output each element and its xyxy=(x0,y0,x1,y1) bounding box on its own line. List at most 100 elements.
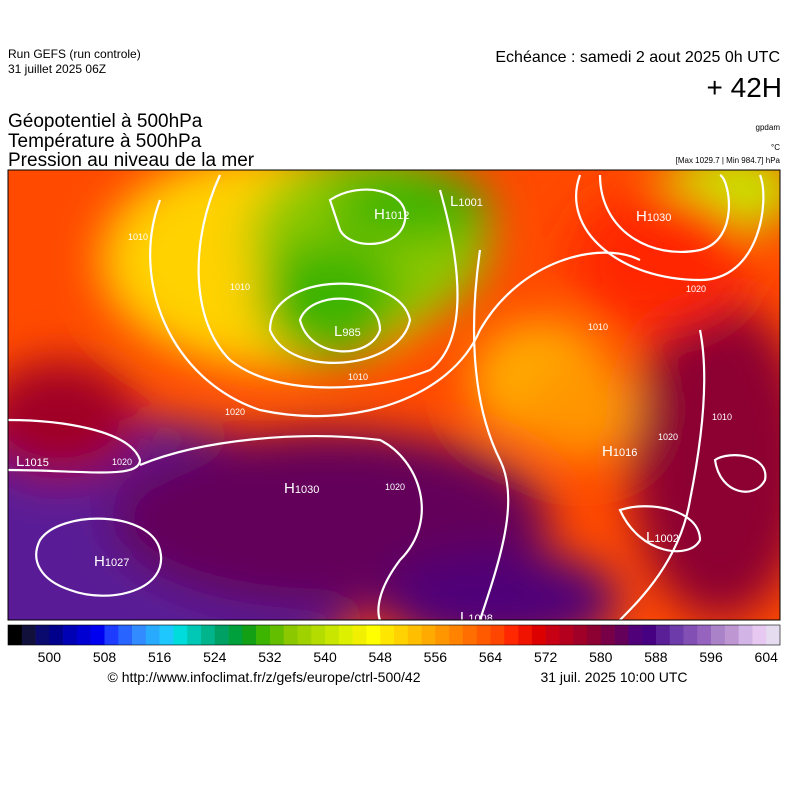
colorbar-swatch xyxy=(559,625,574,645)
isobar-label: 1010 xyxy=(230,282,250,292)
colorbar-swatch xyxy=(407,625,422,645)
colorbar-tick-label: 588 xyxy=(644,649,668,665)
isobar-label: 1020 xyxy=(225,407,245,417)
pressure-center: L1008 xyxy=(460,609,493,626)
colorbar-swatch xyxy=(766,625,781,645)
isobar-label: 1010 xyxy=(128,232,148,242)
colorbar-swatch xyxy=(683,625,698,645)
colorbar-swatch xyxy=(573,625,588,645)
colorbar-swatch xyxy=(297,625,312,645)
pressure-center: H1030 xyxy=(284,480,319,497)
colorbar-frame xyxy=(7,624,781,646)
colorbar-swatch xyxy=(132,625,147,645)
colorbar-swatch xyxy=(669,625,684,645)
colorbar-tick-label: 540 xyxy=(313,649,337,665)
colorbar-swatch xyxy=(8,625,23,645)
colorbar-swatch xyxy=(214,625,229,645)
valid-time: Echéance : samedi 2 aout 2025 0h UTC xyxy=(495,49,780,66)
pressure-center: L1015 xyxy=(16,453,49,470)
colorbar-swatch xyxy=(752,625,767,645)
temperature-field xyxy=(8,170,780,620)
pressure-center: L985 xyxy=(334,323,361,340)
colorbar-swatch xyxy=(104,625,119,645)
colorbar-swatch xyxy=(256,625,271,645)
colorbar-swatch xyxy=(490,625,505,645)
run-date: 31 juillet 2025 06Z xyxy=(8,62,106,76)
colorbar-swatch xyxy=(628,625,643,645)
map: H1012 L1001 H1030 L985 L1015 H1030 H1027… xyxy=(8,170,780,626)
colorbar-tick-label: 572 xyxy=(534,649,558,665)
map-frame xyxy=(7,169,781,621)
colorbar-swatch xyxy=(159,625,174,645)
colorbar-swatch xyxy=(531,625,546,645)
colorbar-swatch xyxy=(311,625,326,645)
colorbar-swatch xyxy=(187,625,202,645)
colorbar-swatch xyxy=(35,625,50,645)
colorbar-swatch xyxy=(283,625,298,645)
colorbar-swatch xyxy=(545,625,560,645)
colorbar-tick-label: 604 xyxy=(755,649,779,665)
pressure-center: L1002 xyxy=(646,529,679,546)
colorbar-swatch xyxy=(118,625,133,645)
isobar-label: 1020 xyxy=(686,284,706,294)
colorbar: 500 508 516 524 532 540 548 556 564 572 580 588 596 6… xyxy=(7,624,781,665)
colorbar-swatch xyxy=(421,625,436,645)
colorbar-swatch xyxy=(655,625,671,645)
title: Pression au niveau de la mer xyxy=(8,150,255,171)
title: Géopotentiel à 500hPa xyxy=(8,111,203,132)
colorbar-swatch xyxy=(518,625,533,645)
unit: [Max 1029.7 | Min 984.7] hPa xyxy=(676,156,781,165)
colorbar-swatch xyxy=(462,625,478,645)
colorbar-swatch xyxy=(600,625,615,645)
colorbar-swatch xyxy=(711,625,726,645)
colorbar-swatch xyxy=(476,625,491,645)
unit: gpdam xyxy=(756,123,781,132)
source-url: © http://www.infoclimat.fr/z/gefs/europe… xyxy=(107,669,420,685)
colorbar-swatch xyxy=(90,625,105,645)
colorbar-swatch xyxy=(242,625,257,645)
colorbar-swatch xyxy=(642,625,657,645)
colorbar-swatch xyxy=(173,625,188,645)
isobar-label: 1020 xyxy=(385,482,405,492)
colorbar-swatch xyxy=(201,625,216,645)
pressure-center: H1012 xyxy=(374,206,409,223)
isobar-label: 1020 xyxy=(658,432,678,442)
colorbar-swatch xyxy=(366,625,381,645)
colorbar-swatch xyxy=(269,625,285,645)
colorbar-tick-label: 500 xyxy=(38,649,62,665)
colorbar-swatch xyxy=(697,625,712,645)
colorbar-swatch xyxy=(49,625,64,645)
colorbar-swatch xyxy=(352,625,367,645)
pressure-center: L1001 xyxy=(450,193,483,210)
colorbar-swatch xyxy=(21,625,36,645)
lead-time: + 42H xyxy=(707,72,783,103)
issued-time: 31 juil. 2025 10:00 UTC xyxy=(540,669,687,685)
colorbar-tick-label: 564 xyxy=(479,649,503,665)
unit: °C xyxy=(771,143,780,152)
run-name: Run GEFS (run controle) xyxy=(8,47,141,61)
colorbar-swatch xyxy=(587,625,602,645)
colorbar-tick-label: 548 xyxy=(369,649,393,665)
colorbar-swatch xyxy=(738,625,753,645)
colorbar-tick-label: 596 xyxy=(699,649,723,665)
colorbar-tick-label: 524 xyxy=(203,649,227,665)
pressure-center: H1030 xyxy=(636,208,671,225)
colorbar-swatch xyxy=(338,625,353,645)
colorbar-swatch xyxy=(394,625,409,645)
isobar-label: 1020 xyxy=(112,457,132,467)
colorbar-tick-label: 556 xyxy=(424,649,448,665)
colorbar-tick-label: 580 xyxy=(589,649,613,665)
colorbar-tick-label: 516 xyxy=(148,649,172,665)
isobars xyxy=(8,174,767,620)
colorbar-swatch xyxy=(504,625,519,645)
colorbar-swatch xyxy=(380,625,395,645)
colorbar-swatch xyxy=(724,625,739,645)
colorbar-swatch xyxy=(76,625,92,645)
colorbar-swatch xyxy=(145,625,160,645)
colorbar-swatch xyxy=(228,625,243,645)
isobar-label: 1010 xyxy=(712,412,732,422)
title: Température à 500hPa xyxy=(8,131,202,152)
isobar-label: 1010 xyxy=(348,372,368,382)
colorbar-swatch xyxy=(435,625,450,645)
